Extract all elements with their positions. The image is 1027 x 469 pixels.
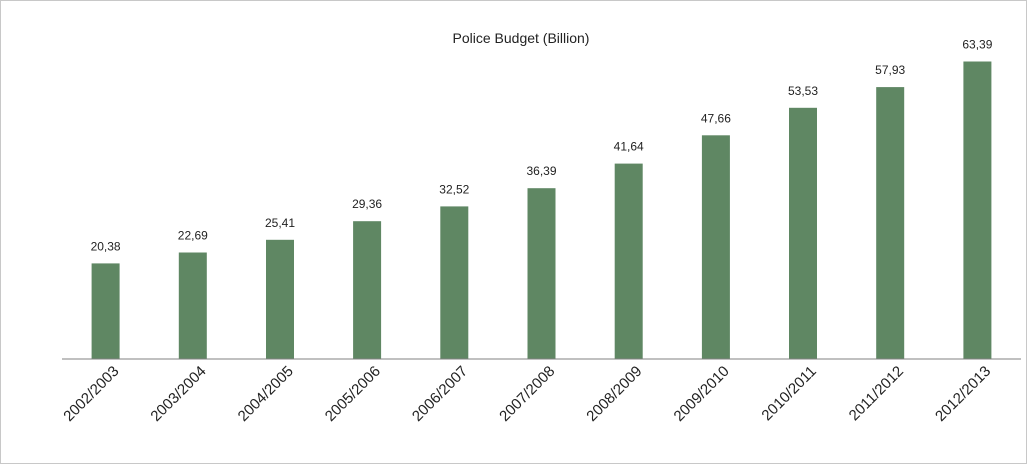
data-label-2010-2011: 53,53 — [788, 84, 818, 98]
bar-2012-2013 — [963, 61, 992, 359]
bar-2008-2009 — [614, 163, 643, 359]
data-label-2004-2005: 25,41 — [265, 216, 295, 230]
data-labels-layer: 20,38 22,69 25,41 29,36 32,52 36,39 41,64 47,66… — [91, 38, 993, 254]
data-label-2003-2004: 22,69 — [178, 229, 208, 243]
bar-2009-2010 — [701, 135, 730, 359]
chart-title: Police Budget (Billion) — [453, 30, 590, 46]
data-label-2008-2009: 41,64 — [614, 140, 644, 154]
data-label-2012-2013: 63,39 — [962, 38, 992, 52]
bar-2010-2011 — [789, 107, 817, 359]
bar-2002-2003 — [91, 263, 120, 359]
bar-2004-2005 — [266, 239, 294, 359]
data-label-2002-2003: 20,38 — [91, 239, 121, 253]
bar-2005-2006 — [353, 221, 382, 359]
bars-layer — [91, 61, 992, 359]
data-label-2009-2010: 47,66 — [701, 111, 731, 125]
bar-2006-2007 — [440, 206, 469, 359]
bar-2003-2004 — [178, 252, 207, 359]
data-label-2006-2007: 32,52 — [439, 182, 469, 196]
bar-2007-2008 — [527, 188, 556, 359]
data-label-2007-2008: 36,39 — [526, 164, 556, 178]
bar-2011-2012 — [876, 87, 905, 359]
data-label-2011-2012: 57,93 — [875, 63, 905, 77]
data-label-2005-2006: 29,36 — [352, 197, 382, 211]
